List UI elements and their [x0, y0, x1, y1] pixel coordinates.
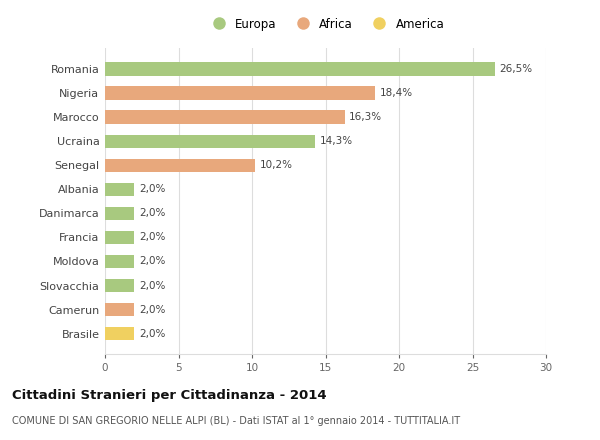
Bar: [105, 231, 134, 244]
Bar: [105, 279, 134, 292]
Bar: [105, 110, 344, 124]
Text: 2,0%: 2,0%: [139, 329, 165, 339]
Text: COMUNE DI SAN GREGORIO NELLE ALPI (BL) - Dati ISTAT al 1° gennaio 2014 - TUTTITA: COMUNE DI SAN GREGORIO NELLE ALPI (BL) -…: [12, 416, 460, 426]
Text: 2,0%: 2,0%: [139, 232, 165, 242]
Text: 2,0%: 2,0%: [139, 304, 165, 315]
Legend: Europa, Africa, America: Europa, Africa, America: [207, 18, 444, 31]
Text: 16,3%: 16,3%: [349, 112, 382, 122]
Text: 2,0%: 2,0%: [139, 208, 165, 218]
Text: 2,0%: 2,0%: [139, 257, 165, 267]
Bar: [105, 207, 134, 220]
Bar: [105, 62, 494, 76]
Bar: [105, 255, 134, 268]
Text: 14,3%: 14,3%: [320, 136, 353, 146]
Bar: [105, 158, 255, 172]
Text: 10,2%: 10,2%: [259, 160, 292, 170]
Text: 2,0%: 2,0%: [139, 281, 165, 290]
Text: Cittadini Stranieri per Cittadinanza - 2014: Cittadini Stranieri per Cittadinanza - 2…: [12, 389, 326, 403]
Bar: [105, 183, 134, 196]
Text: 26,5%: 26,5%: [499, 64, 532, 74]
Bar: [105, 327, 134, 340]
Bar: [105, 135, 315, 148]
Text: 18,4%: 18,4%: [380, 88, 413, 98]
Bar: [105, 86, 376, 99]
Text: 2,0%: 2,0%: [139, 184, 165, 194]
Bar: [105, 303, 134, 316]
